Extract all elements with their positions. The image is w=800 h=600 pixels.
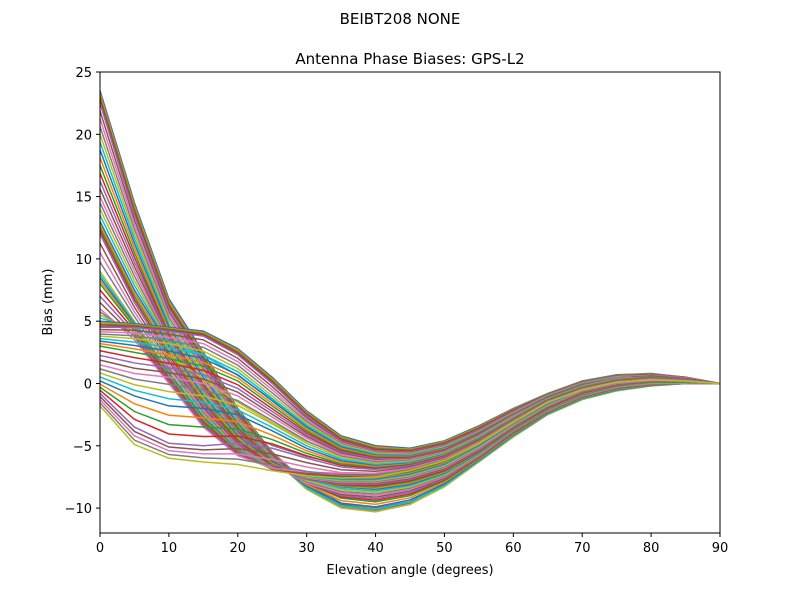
- y-tick-label: 5: [84, 315, 92, 330]
- y-axis-label: Bias (mm): [41, 269, 56, 336]
- y-tick-label: 10: [75, 253, 92, 268]
- x-tick-label: 0: [96, 541, 104, 556]
- y-tick-label: 25: [75, 66, 92, 81]
- y-tick-label: 20: [75, 128, 92, 143]
- y-axis-ticks: −10 −5 0 5 10 15 20 25: [65, 66, 100, 517]
- plot-lines: [99, 90, 721, 513]
- x-tick-label: 80: [643, 541, 660, 556]
- x-tick-label: 40: [367, 541, 384, 556]
- y-tick-label: 0: [84, 377, 92, 392]
- x-tick-label: 70: [574, 541, 591, 556]
- y-tick-label: 15: [75, 191, 92, 206]
- axes-frame: [99, 71, 721, 534]
- x-tick-label: 10: [161, 541, 178, 556]
- x-tick-label: 90: [712, 541, 729, 556]
- x-tick-label: 50: [436, 541, 453, 556]
- series-line: [99, 378, 721, 479]
- series-line: [99, 96, 720, 511]
- series-line: [99, 93, 720, 510]
- y-tick-label: −5: [73, 440, 92, 455]
- x-axis-label: Elevation angle (degrees): [326, 563, 493, 578]
- y-tick-label: −10: [65, 502, 92, 517]
- x-tick-label: 20: [230, 541, 247, 556]
- figure-suptitle: BEIBT208 NONE: [340, 10, 461, 28]
- x-tick-label: 30: [298, 541, 315, 556]
- chart-title: Antenna Phase Biases: GPS-L2: [295, 50, 524, 68]
- x-tick-label: 60: [505, 541, 522, 556]
- x-axis-ticks: 0 10 20 30 40 50 60 70 80 90: [96, 533, 728, 556]
